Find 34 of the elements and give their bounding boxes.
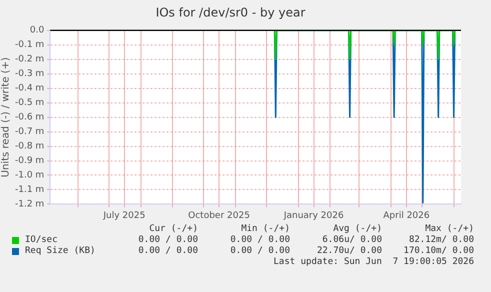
legend-label: IO/sec [25, 235, 58, 245]
text: 22.70u/ 0.00 [316, 246, 382, 256]
y-axis-title: Units read (-) / write (+) [0, 57, 12, 178]
y-tick-label: -0.4 m [14, 84, 44, 94]
y-tick-label: -1.1 m [14, 185, 44, 196]
chart-title: IOs for /dev/sr0 - by year [156, 5, 306, 20]
text: Cur (-/+) [148, 224, 198, 234]
text: 0.00 / 0.00 [137, 246, 198, 256]
text: 170.10m/ 0.00 [402, 246, 474, 256]
text: 0.00 / 0.00 [229, 235, 290, 245]
x-tick-label: January 2026 [282, 210, 344, 221]
text: 0.00 / 0.00 [229, 246, 290, 256]
y-tick-label: -0.9 m [14, 156, 44, 166]
legend-label: Req Size (KB) [25, 246, 96, 256]
y-tick-label: -0.6 m [14, 112, 44, 123]
y-tick-label: -1.0 m [14, 170, 44, 181]
y-tick-label: 0.0 [30, 26, 44, 36]
y-tick-label: -0.1 m [14, 40, 44, 50]
x-tick-label: April 2026 [383, 210, 430, 221]
y-tick-label: -0.3 m [14, 69, 44, 80]
text: 82.12m/ 0.00 [408, 235, 474, 245]
text: Min (-/+) [240, 224, 290, 234]
x-tick-label: July 2025 [102, 210, 146, 221]
x-tick-label: October 2025 [188, 210, 250, 221]
text: 0.00 / 0.00 [137, 235, 198, 245]
text: Max (-/+) [424, 224, 474, 234]
text: Last update: Sun Jun 7 19:00:05 2026 [272, 257, 474, 267]
text: Avg (-/+) [332, 224, 382, 234]
text: 6.06u/ 0.00 [321, 235, 382, 245]
y-tick-label: -1.2 m [14, 200, 44, 210]
y-tick-label: -0.7 m [14, 127, 44, 138]
y-tick-label: -0.8 m [14, 142, 44, 152]
y-tick-label: -0.2 m [14, 54, 44, 65]
y-tick-label: -0.5 m [14, 98, 44, 108]
